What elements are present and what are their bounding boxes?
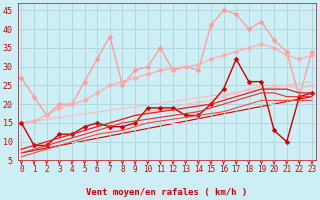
X-axis label: Vent moyen/en rafales ( km/h ): Vent moyen/en rafales ( km/h ) bbox=[86, 188, 247, 197]
